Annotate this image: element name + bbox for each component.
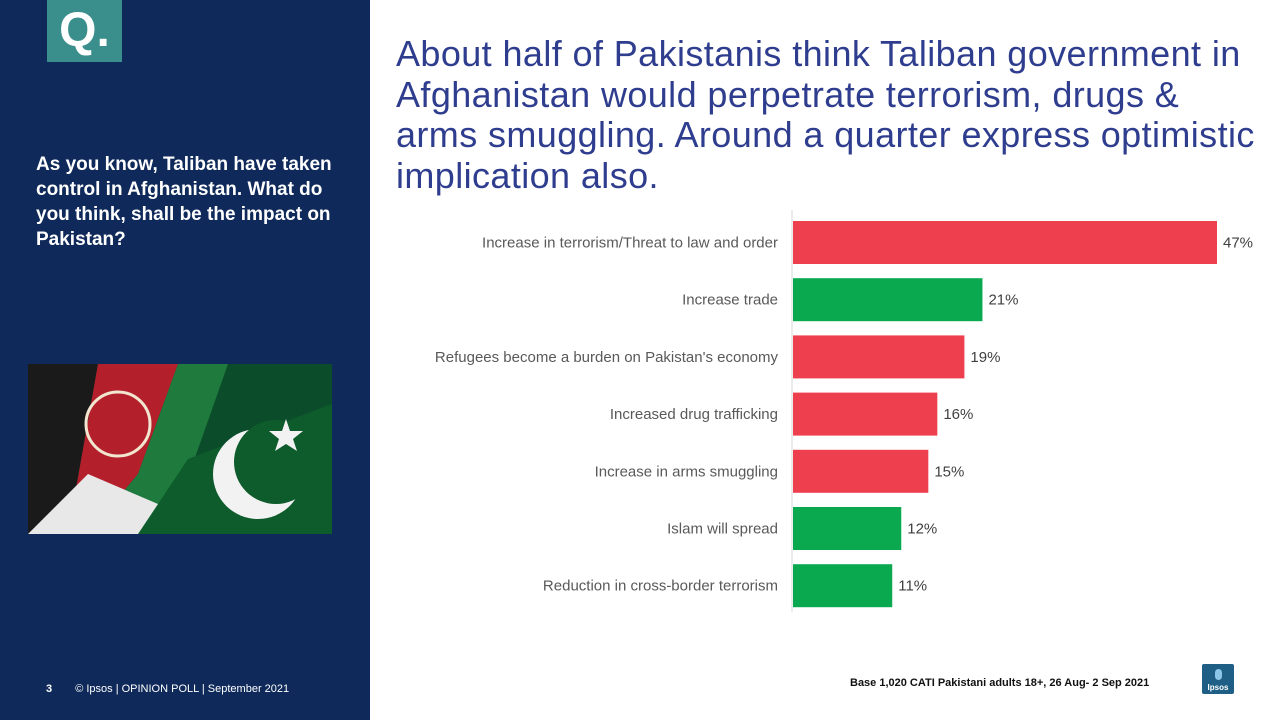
page-number: 3 [46, 683, 53, 695]
category-label: Reduction in cross-border terrorism [543, 578, 778, 595]
bar [793, 564, 893, 608]
bar [793, 221, 1217, 264]
category-label: Increased drug trafficking [610, 406, 778, 423]
ipsos-logo: Ipsos [1202, 664, 1234, 694]
bar [793, 392, 938, 436]
bar [793, 449, 929, 493]
value-label: 21% [988, 292, 1018, 309]
value-label: 47% [1223, 235, 1253, 252]
bar [793, 335, 965, 379]
logo-mark-icon [1215, 669, 1222, 680]
flags-illustration [28, 364, 332, 534]
copyright-text: © Ipsos | OPINION POLL | September 2021 [75, 683, 290, 695]
page-title: About half of Pakistanis think Taliban g… [396, 33, 1255, 196]
value-label: 19% [970, 349, 1000, 366]
bar [793, 278, 983, 322]
bar-chart: Increase in terrorism/Threat to law and … [370, 210, 1280, 620]
value-label: 11% [898, 578, 927, 595]
question-text: As you know, Taliban have taken control … [36, 154, 332, 250]
value-label: 15% [934, 463, 964, 480]
question-badge: Q. [47, 0, 122, 62]
value-label: 12% [907, 521, 937, 538]
category-label: Increase in terrorism/Threat to law and … [482, 235, 778, 252]
value-label: 16% [943, 406, 973, 423]
category-label: Islam will spread [667, 521, 778, 538]
base-note: Base 1,020 CATI Pakistani adults 18+, 26… [850, 677, 1150, 689]
category-label: Refugees become a burden on Pakistan's e… [435, 349, 779, 366]
bar-chart-svg: Increase in terrorism/Threat to law and … [435, 210, 1253, 612]
side-panel: Q. As you know, Taliban have taken contr… [0, 0, 370, 720]
bar [793, 507, 902, 550]
footer: 3 © Ipsos | OPINION POLL | September 202… [46, 683, 289, 695]
flags-image [28, 364, 332, 534]
logo-text: Ipsos [1207, 683, 1229, 692]
category-label: Increase in arms smuggling [595, 463, 778, 480]
category-label: Increase trade [682, 292, 778, 309]
